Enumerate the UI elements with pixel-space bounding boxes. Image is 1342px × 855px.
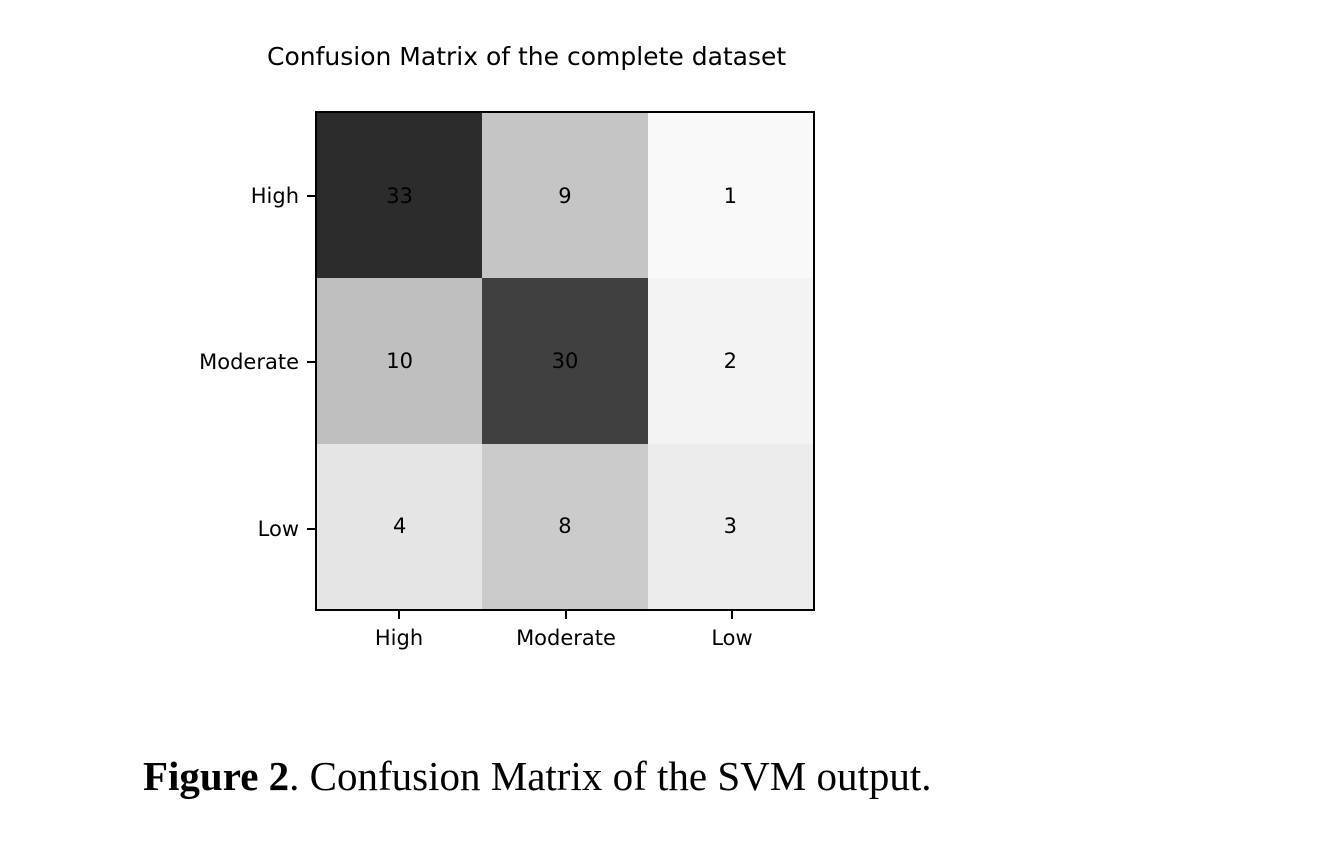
cell-moderate-moderate: 30 bbox=[482, 278, 648, 444]
y-label-low: Low bbox=[257, 517, 299, 541]
figure-caption: Figure 2. Confusion Matrix of the SVM ou… bbox=[143, 752, 931, 800]
y-label-high: High bbox=[250, 184, 299, 208]
x-tick-high bbox=[398, 611, 400, 619]
cell-low-high: 4 bbox=[317, 443, 483, 609]
y-tick-moderate bbox=[307, 361, 315, 363]
cell-moderate-high: 10 bbox=[317, 278, 483, 444]
cell-low-low: 3 bbox=[647, 443, 813, 609]
x-tick-low bbox=[731, 611, 733, 619]
y-label-moderate: Moderate bbox=[199, 350, 299, 374]
cell-high-high: 33 bbox=[317, 113, 483, 279]
x-tick-moderate bbox=[565, 611, 567, 619]
caption-label: Figure 2 bbox=[143, 753, 290, 799]
caption-text: . Confusion Matrix of the SVM output. bbox=[289, 753, 932, 799]
cell-moderate-low: 2 bbox=[647, 278, 813, 444]
x-label-low: Low bbox=[711, 626, 753, 650]
y-tick-high bbox=[307, 195, 315, 197]
chart-title: Confusion Matrix of the complete dataset bbox=[267, 42, 787, 71]
cell-high-moderate: 9 bbox=[482, 113, 648, 279]
x-label-high: High bbox=[374, 626, 424, 650]
confusion-matrix: 33 9 1 10 30 2 4 8 3 bbox=[315, 111, 815, 611]
x-label-moderate: Moderate bbox=[516, 626, 616, 650]
y-tick-low bbox=[307, 528, 315, 530]
cell-low-moderate: 8 bbox=[482, 443, 648, 609]
cell-high-low: 1 bbox=[647, 113, 813, 279]
